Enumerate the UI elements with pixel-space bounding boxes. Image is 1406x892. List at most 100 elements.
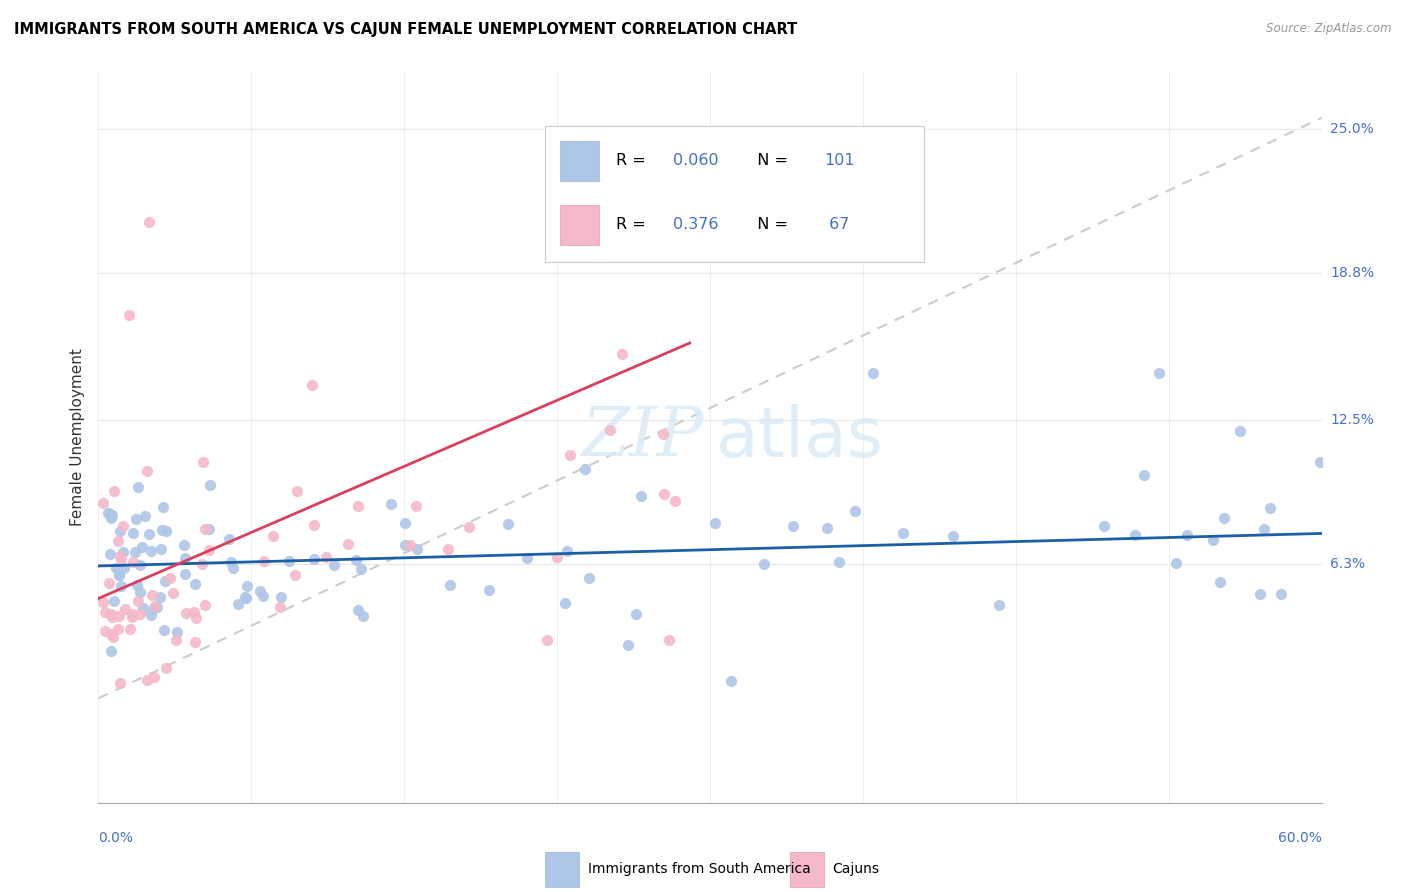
Point: [98, 576, 121, 591]
Point: [103, 594, 125, 608]
Point: [108, 567, 131, 582]
Point: [111, 519, 134, 533]
Point: [658, 633, 681, 648]
Point: [815, 521, 838, 535]
FancyBboxPatch shape: [560, 141, 599, 181]
Text: 12.5%: 12.5%: [1330, 413, 1374, 426]
Point: [269, 600, 291, 615]
Point: [100, 511, 122, 525]
Point: [302, 518, 325, 533]
Point: [118, 308, 141, 322]
Point: [1123, 527, 1146, 541]
Point: [125, 578, 148, 592]
Point: [143, 600, 166, 615]
Text: 25.0%: 25.0%: [1330, 122, 1374, 136]
Point: [754, 557, 776, 571]
Point: [129, 607, 152, 622]
Point: [347, 603, 370, 617]
Point: [198, 478, 221, 492]
Point: [98, 508, 121, 522]
Text: 0.0%: 0.0%: [98, 830, 134, 845]
Point: [437, 542, 460, 557]
Point: [652, 427, 675, 442]
Point: [136, 673, 159, 687]
Text: Cajuns: Cajuns: [832, 863, 879, 876]
Point: [100, 607, 122, 622]
Point: [198, 542, 221, 557]
Point: [394, 516, 416, 530]
Point: [221, 560, 243, 574]
Point: [110, 579, 132, 593]
Point: [1202, 533, 1225, 548]
Point: [97, 507, 120, 521]
Point: [458, 520, 481, 534]
Point: [439, 578, 461, 592]
Point: [624, 607, 647, 621]
Point: [159, 571, 181, 585]
Point: [942, 529, 965, 543]
Text: 6.3%: 6.3%: [1330, 557, 1365, 571]
Point: [612, 346, 634, 360]
Point: [498, 517, 520, 532]
Point: [114, 602, 136, 616]
Point: [270, 590, 292, 604]
Point: [249, 584, 271, 599]
Point: [127, 479, 149, 493]
Point: [844, 504, 866, 518]
Point: [226, 597, 249, 611]
Point: [112, 545, 135, 559]
Point: [405, 499, 427, 513]
Point: [350, 562, 373, 576]
Point: [630, 489, 652, 503]
Point: [1270, 587, 1292, 601]
Point: [1249, 587, 1271, 601]
Text: atlas: atlas: [716, 403, 884, 471]
Text: 101: 101: [824, 153, 855, 168]
Point: [352, 608, 374, 623]
Point: [124, 512, 146, 526]
Point: [554, 596, 576, 610]
Point: [546, 550, 568, 565]
Point: [191, 558, 214, 572]
Point: [782, 519, 804, 533]
Text: 18.8%: 18.8%: [1330, 267, 1374, 280]
Point: [138, 526, 160, 541]
Point: [336, 537, 359, 551]
Point: [166, 625, 188, 640]
Point: [184, 577, 207, 591]
Point: [394, 538, 416, 552]
Point: [235, 591, 257, 605]
Point: [1309, 455, 1331, 469]
Point: [110, 552, 132, 566]
Point: [100, 644, 122, 658]
Point: [664, 494, 686, 508]
Point: [174, 551, 197, 566]
Text: IMMIGRANTS FROM SOUTH AMERICA VS CAJUN FEMALE UNEMPLOYMENT CORRELATION CHART: IMMIGRANTS FROM SOUTH AMERICA VS CAJUN F…: [14, 22, 797, 37]
Point: [127, 593, 149, 607]
Point: [862, 366, 884, 380]
Point: [1166, 556, 1188, 570]
Point: [323, 558, 346, 572]
Point: [720, 673, 742, 688]
Point: [94, 624, 117, 639]
Point: [112, 561, 135, 575]
Text: Source: ZipAtlas.com: Source: ZipAtlas.com: [1267, 22, 1392, 36]
Point: [194, 598, 217, 612]
Point: [617, 638, 640, 652]
Point: [121, 607, 143, 621]
Point: [108, 524, 131, 538]
Text: 67: 67: [824, 218, 849, 233]
Point: [574, 462, 596, 476]
Point: [162, 586, 184, 600]
Point: [252, 589, 274, 603]
Point: [184, 610, 207, 624]
Point: [578, 571, 600, 585]
Point: [124, 545, 146, 559]
Point: [100, 508, 122, 523]
Point: [136, 464, 159, 478]
Point: [107, 622, 129, 636]
Point: [131, 541, 153, 555]
Point: [150, 523, 173, 537]
Y-axis label: Female Unemployment: Female Unemployment: [69, 348, 84, 526]
Point: [94, 605, 117, 619]
